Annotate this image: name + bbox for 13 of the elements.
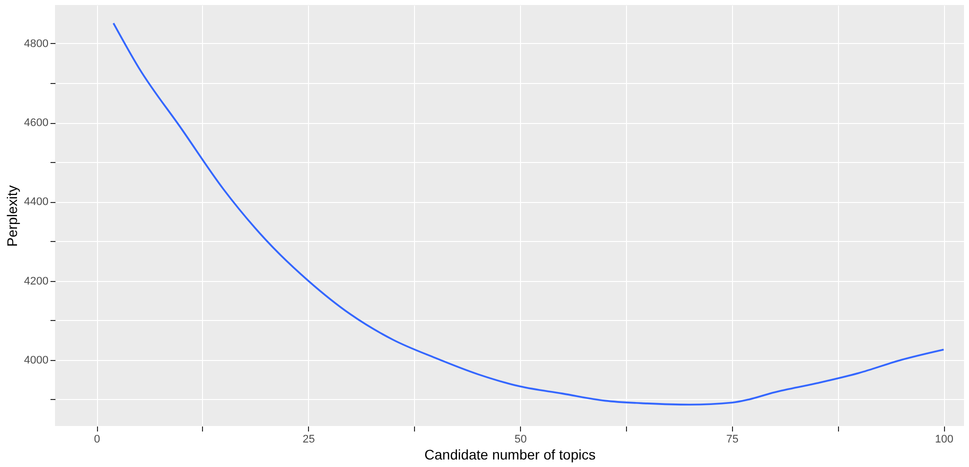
x-tick-label: 25 bbox=[302, 434, 315, 446]
x-tick-label: 75 bbox=[726, 434, 739, 446]
x-tick-label: 100 bbox=[934, 434, 954, 446]
y-tick-label: 4000 bbox=[24, 354, 48, 366]
y-tick-label: 4600 bbox=[24, 117, 48, 130]
y-axis-title: Perplexity bbox=[4, 185, 20, 247]
y-tick-label: 4400 bbox=[24, 196, 48, 208]
x-axis-title: Candidate number of topics bbox=[424, 446, 596, 462]
x-tick-label: 50 bbox=[514, 434, 527, 446]
line-series bbox=[112, 22, 945, 406]
x-tick-label: 0 bbox=[94, 434, 100, 446]
y-tick-label: 4800 bbox=[24, 38, 48, 50]
y-tick-label: 4200 bbox=[24, 275, 48, 288]
